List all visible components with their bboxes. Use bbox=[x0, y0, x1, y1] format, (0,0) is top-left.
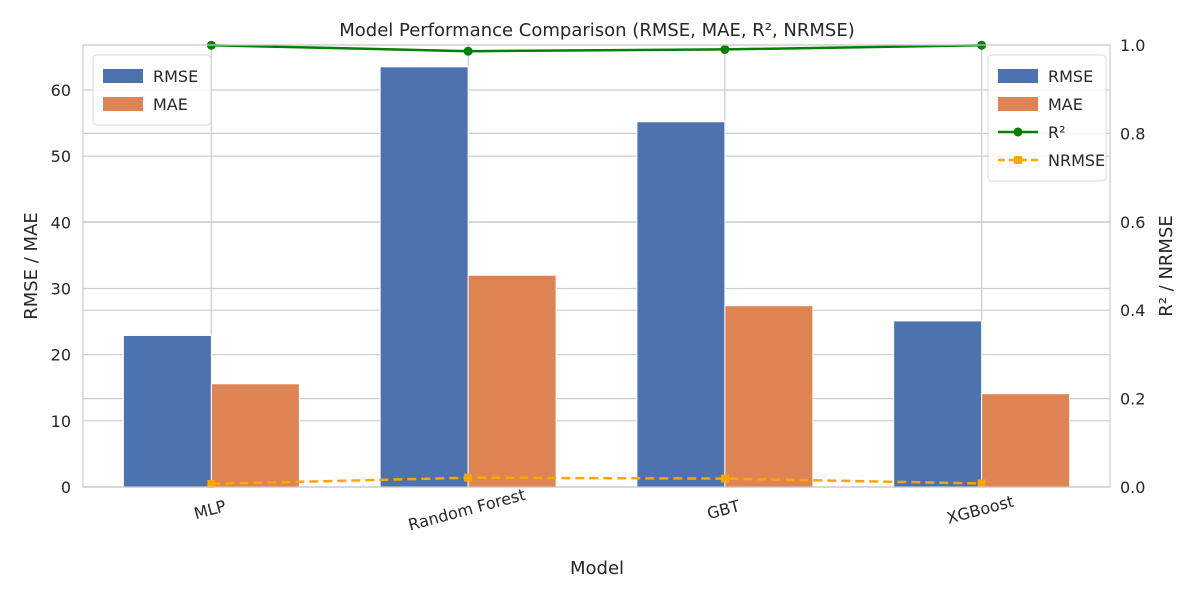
bar-mae bbox=[467, 274, 557, 488]
nrmse-marker bbox=[977, 479, 986, 488]
r2-marker bbox=[720, 44, 730, 54]
chart-title: Model Performance Comparison (RMSE, MAE,… bbox=[339, 20, 855, 41]
bars-layer bbox=[122, 66, 1071, 488]
bar-mae bbox=[210, 383, 300, 488]
legend-label-rmse: RMSE bbox=[153, 67, 198, 86]
y-tick-label: 60 bbox=[51, 81, 71, 100]
y-axis-label: RMSE / MAE bbox=[21, 212, 42, 320]
legend-swatch-rmse bbox=[998, 69, 1038, 83]
x-tick-label: MLP bbox=[192, 496, 229, 523]
legend-swatch-mae bbox=[103, 97, 143, 111]
legend-label-rmse: RMSE bbox=[1048, 67, 1093, 86]
legend-label-r2: R² bbox=[1048, 123, 1066, 142]
bar-rmse bbox=[636, 121, 726, 488]
legend-swatch-mae bbox=[998, 97, 1038, 111]
plot-frame bbox=[82, 44, 1111, 488]
legend-marker-nrmse bbox=[1014, 156, 1022, 164]
y2-tick-label: 0.8 bbox=[1120, 124, 1145, 143]
legend-label-nrmse: NRMSE bbox=[1048, 151, 1105, 170]
y2-axis-label: R² / NRMSE bbox=[1156, 215, 1177, 317]
bar-mae bbox=[981, 393, 1071, 488]
y-tick-label: 40 bbox=[51, 213, 71, 232]
y2-tick-label: 0.4 bbox=[1120, 301, 1145, 320]
nrmse-line bbox=[211, 476, 982, 486]
legend-top-right: RMSE MAE R² NRMSE bbox=[987, 54, 1107, 182]
legend-box bbox=[92, 54, 212, 126]
bar-mae bbox=[724, 305, 814, 488]
bar-rmse bbox=[122, 334, 212, 488]
lines-layer bbox=[206, 40, 987, 488]
y-tick-label: 0 bbox=[61, 478, 71, 497]
legend-label-mae: MAE bbox=[1048, 95, 1083, 114]
nrmse-marker bbox=[720, 474, 729, 483]
nrmse-marker bbox=[464, 473, 473, 482]
bar-rmse bbox=[379, 66, 469, 488]
x-tick-label: GBT bbox=[705, 496, 742, 523]
r2-marker bbox=[463, 46, 473, 56]
y-tick-label: 50 bbox=[51, 147, 71, 166]
y2-tick-label: 0.2 bbox=[1120, 390, 1145, 409]
x-tick-label: XGBoost bbox=[945, 492, 1016, 528]
y2-tick-label: 0.6 bbox=[1120, 213, 1145, 232]
nrmse-marker bbox=[207, 479, 216, 488]
y-tick-label: 20 bbox=[51, 346, 71, 365]
x-tick-label: Random Forest bbox=[406, 485, 527, 535]
legend-marker-r2 bbox=[1013, 127, 1023, 137]
y2-tick-label: 0.0 bbox=[1120, 478, 1145, 497]
legend-layer: RMSE MAE RMSE MAE R² NRMSE bbox=[92, 54, 1107, 182]
legend-top-left: RMSE MAE bbox=[92, 54, 212, 126]
legend-label-mae: MAE bbox=[153, 95, 188, 114]
x-axis-label: Model bbox=[570, 558, 624, 579]
legend-swatch-rmse bbox=[103, 69, 143, 83]
bar-rmse bbox=[893, 320, 983, 488]
y-tick-label: 10 bbox=[51, 412, 71, 431]
r2-line bbox=[211, 43, 982, 53]
y-tick-label: 30 bbox=[51, 279, 71, 298]
legend-box bbox=[987, 54, 1107, 182]
y2-tick-label: 1.0 bbox=[1120, 36, 1145, 55]
